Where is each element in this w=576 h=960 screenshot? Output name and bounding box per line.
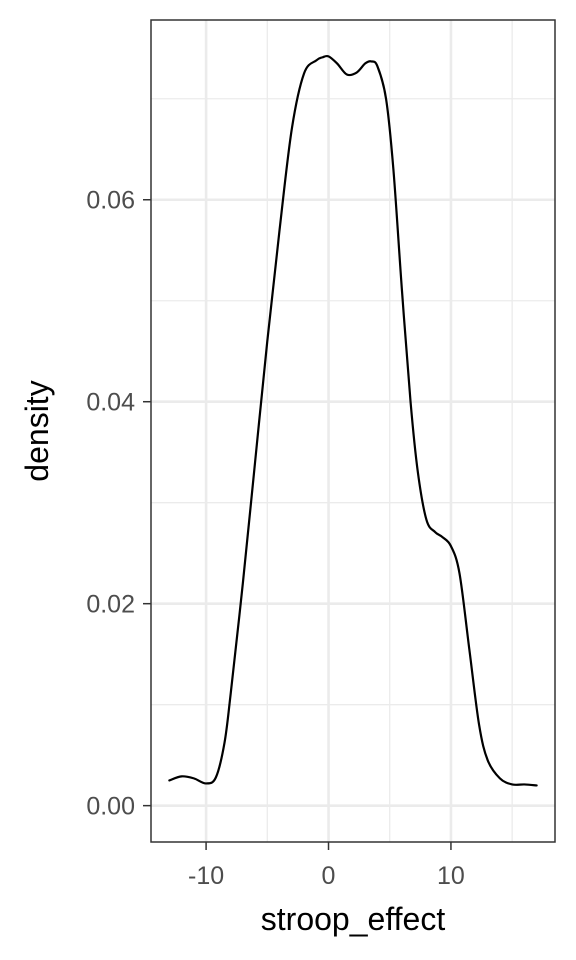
y-axis: 0.00 0.02 0.04 0.06	[86, 187, 151, 821]
panel-border	[150, 19, 556, 843]
y-axis-title: density	[19, 380, 55, 481]
y-tick-label: 0.02	[86, 591, 135, 619]
minor-grid	[151, 20, 555, 842]
y-tick-label: 0.06	[86, 187, 135, 215]
x-tick-label: 10	[437, 862, 465, 890]
x-tick-label: -10	[188, 862, 224, 890]
y-tick-label: 0.00	[86, 793, 135, 821]
x-axis: -10 0 10	[188, 842, 465, 890]
x-axis-title: stroop_effect	[261, 901, 446, 937]
density-curve	[168, 54, 538, 787]
y-tick-label: 0.04	[86, 389, 135, 417]
x-tick-label: 0	[322, 862, 336, 890]
major-grid	[151, 20, 555, 842]
